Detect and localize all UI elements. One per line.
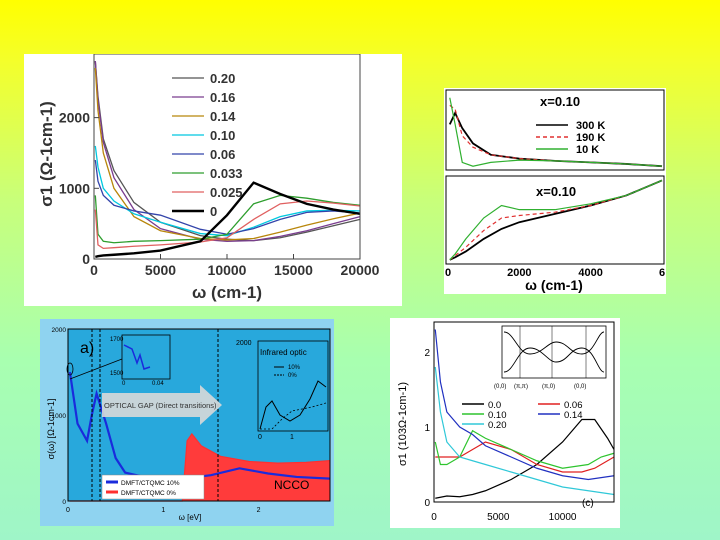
legend-label: 300 K [576,120,605,132]
series-line-0.14 [94,68,361,241]
legend-label: 0.16 [210,90,235,105]
x-axis-label: ω (cm-1) [192,283,262,302]
band-structure-inset: (0,0) (π,π) (π,0) (0,0) [494,325,607,390]
inset-y-tick: 2000 [236,340,252,347]
subplot-0-series-10K [449,97,663,167]
legend-label: 0.0 [488,400,501,411]
y-tick-label: 1 [424,423,430,434]
y-tick-label: 0 [62,499,66,506]
x-axis-label: ω [eV] [179,513,202,522]
legend-label: 0.20 [210,71,235,86]
series-line-0.10 [94,145,361,237]
legend-label: DMFT/CTQMC 10% [121,480,180,487]
legend-label: DMFT/CTQMC 0% [121,490,176,497]
small-inset: 1700 1500 0 0.04 [110,334,171,387]
bottom-subplot-title: x=0.10 [536,184,576,199]
y-tick-label: 0 [424,498,430,509]
conductivity-chart-doping: 0 5000 10000 15000 20000 0 1000 2000 0.20 0.16 0.… [24,54,402,306]
panel-label: a) [80,340,94,357]
inset-title: Infrared optic [260,348,307,357]
infrared-inset: Infrared optic 2000 10% 0% 0 1 [236,340,329,441]
x-axis-label: ω (cm-1) [525,277,583,293]
legend-label: 0.20 [488,420,507,431]
subplot-1-series-10K [449,179,663,261]
small-inset-x-tick: 0.04 [152,381,164,387]
x-tick-label: 0 [445,267,451,279]
inset-x-tick: (0,0) [574,384,586,390]
red-filled-area [69,433,330,501]
x-tick-label: 1 [161,507,165,514]
legend-label: 190 K [576,132,605,144]
series-line-0.06 [94,159,361,235]
x-tick-label: 10000 [208,262,247,278]
conductivity-chart-c: (0,0) (π,π) (π,0) (0,0) 0.0 0.06 0.10 0.14 0… [390,318,620,528]
series-line-0-06 [435,441,615,473]
x-tick-label: 15000 [274,262,313,278]
x-tick-label: 0 [66,507,70,514]
x-tick-label: 2 [257,507,261,514]
gap-arrow-label: OPTICAL GAP (Direct transitions) [104,401,217,410]
inset-x-tick: (π,0) [542,384,555,390]
x-tick-label: 20000 [341,262,380,278]
series-line-0-0 [435,418,615,499]
inset-x-tick: (0,0) [494,384,506,390]
chart-1-svg: 0 5000 10000 15000 20000 0 1000 2000 0.20 0.16 0.… [37,54,380,302]
legend-label: 0.14 [210,109,236,124]
small-inset-y-tick: 1700 [110,337,124,343]
ncco-dmft-chart: OPTICAL GAP (Direct transitions) a) 1700… [40,319,334,526]
legend-label: 0.06 [210,147,235,162]
subplot-1-series-190K [449,179,663,261]
legend-box [101,474,205,500]
region-label: NCCO [274,478,309,492]
legend-label: 0 [210,204,217,219]
legend-label: 0.10 [488,410,507,421]
chart-4-svg: (0,0) (π,π) (π,0) (0,0) 0.0 0.06 0.10 0.14 0… [397,321,615,523]
top-subplot-title: x=0.10 [540,94,580,109]
legend-label: 0.025 [210,185,243,200]
inset-legend-0: 0% [288,373,297,379]
y-tick-label: 2000 [52,327,67,334]
series-line-0.033 [94,194,361,244]
optical-gap-arrow [102,385,222,425]
legend-label: 0.033 [210,166,243,181]
y-tick-label: 0 [82,251,90,267]
series-line-0 [95,181,361,259]
inset-legend-10: 10% [288,365,301,371]
series-line-0-10 [434,429,615,469]
x-tick-label: 5000 [487,512,510,523]
y-tick-label: 1000 [59,180,90,196]
inset-x-tick: (π,π) [514,384,528,390]
panel-label: (c) [582,498,594,509]
inset-x-tick: 1 [290,434,294,441]
x-tick-label: 4000 [578,267,602,279]
small-inset-x-tick: 0 [122,381,126,387]
y-tick-label: 1000 [52,413,67,420]
x-tick-label: 5000 [145,262,176,278]
y-tick-label: 2000 [59,110,90,126]
series-line-0-14 [434,329,615,481]
y-axis-label: σ1 (103Ω-1cm-1) [397,382,409,466]
subplot-0-series-300K [448,110,663,168]
x-tick-label: 6 [659,267,665,279]
series-line-0-20 [434,366,615,496]
legend-label: 10 K [576,144,599,156]
chart-3-svg: OPTICAL GAP (Direct transitions) a) 1700… [46,327,331,522]
x-tick-label: 0 [431,512,437,523]
legend-label: 0.14 [564,410,583,421]
x-tick-label: 0 [90,262,98,278]
legend-label: 0.06 [564,400,583,411]
subplot-0-series-190K [449,104,663,167]
x-tick-label: 10000 [549,512,577,523]
x-tick-label: 2000 [507,267,531,279]
inset-x-tick: 0 [258,434,262,441]
y-tick-label: 2 [424,348,430,359]
legend-label: 0.10 [210,128,235,143]
conductivity-chart-temperature: x=0.10 x=0.10 300 K 190 K 10 K 0 2000 4000 6 … [444,88,666,294]
y-axis-label: σ1 (Ω-1cm-1) [37,101,56,207]
small-inset-y-tick: 1500 [110,371,124,377]
y-axis-label: σ(ω) [Ω-1cm-1] [46,399,56,460]
